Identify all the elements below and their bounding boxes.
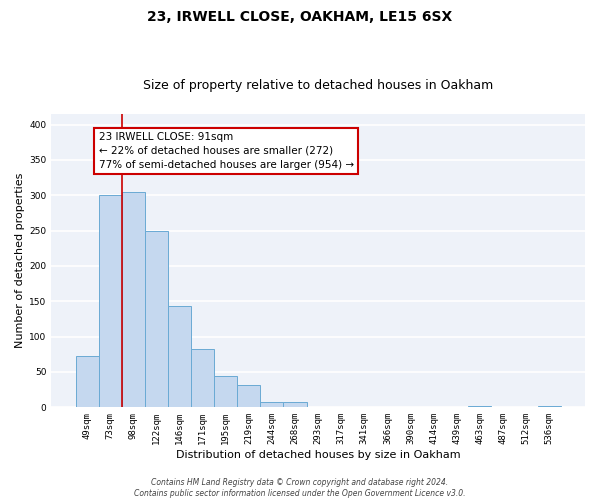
Text: 23 IRWELL CLOSE: 91sqm
← 22% of detached houses are smaller (272)
77% of semi-de: 23 IRWELL CLOSE: 91sqm ← 22% of detached… xyxy=(98,132,354,170)
Bar xyxy=(98,196,122,408)
Title: Size of property relative to detached houses in Oakham: Size of property relative to detached ho… xyxy=(143,79,493,92)
Bar xyxy=(122,192,145,408)
Y-axis label: Number of detached properties: Number of detached properties xyxy=(15,173,25,348)
Text: Contains HM Land Registry data © Crown copyright and database right 2024.
Contai: Contains HM Land Registry data © Crown c… xyxy=(134,478,466,498)
Bar xyxy=(237,384,260,407)
Bar xyxy=(168,306,191,408)
Text: 23, IRWELL CLOSE, OAKHAM, LE15 6SX: 23, IRWELL CLOSE, OAKHAM, LE15 6SX xyxy=(148,10,452,24)
Bar xyxy=(214,376,237,408)
Bar xyxy=(260,402,283,407)
Bar xyxy=(191,348,214,408)
Bar xyxy=(469,406,491,407)
Bar xyxy=(76,356,98,408)
Bar xyxy=(283,402,307,407)
Bar xyxy=(145,232,168,408)
Bar xyxy=(538,406,561,407)
X-axis label: Distribution of detached houses by size in Oakham: Distribution of detached houses by size … xyxy=(176,450,460,460)
